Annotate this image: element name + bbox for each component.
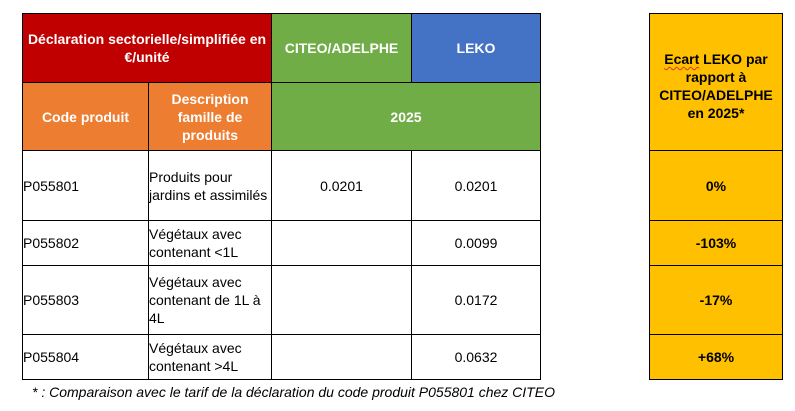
code-produit-header: Code produit [22,82,149,151]
product-description: Produits pour jardins et assimilés [148,150,272,221]
table-row: P055802 Végétaux avec contenant <1L 0.00… [22,220,541,266]
declaration-header: Déclaration sectorielle/simplifiée en €/… [22,13,272,83]
product-code: P055801 [22,150,149,221]
ecart-value: -103% [649,220,783,266]
footnote: * : Comparaison avec le tarif de la décl… [32,384,555,400]
citeo-value [271,265,412,335]
product-code: P055804 [22,334,149,380]
table-row: P055801 Produits pour jardins et assimil… [22,150,541,221]
description-header: Description famille de produits [148,82,272,151]
leko-header: LEKO [411,13,541,83]
product-code: P055803 [22,265,149,335]
leko-value: 0.0201 [411,150,541,221]
ecart-table: Ecart LEKO par rapport à CITEO/ADELPHE e… [649,13,783,380]
product-description: Végétaux avec contenant de 1L à 4L [148,265,272,335]
leko-value: 0.0099 [411,220,541,266]
table-row: P055803 Végétaux avec contenant de 1L à … [22,265,541,335]
citeo-value: 0.0201 [271,150,412,221]
product-code: P055802 [22,220,149,266]
ecart-value: -17% [649,265,783,335]
product-description: Végétaux avec contenant <1L [148,220,272,266]
leko-value: 0.0172 [411,265,541,335]
table-row: P055804 Végétaux avec contenant >4L 0.06… [22,334,541,380]
ecart-value: +68% [649,334,783,380]
ecart-value: 0% [649,150,783,221]
ecart-word: Ecart [664,51,700,67]
citeo-header: CITEO/ADELPHE [271,13,412,83]
citeo-value [271,334,412,380]
product-description: Végétaux avec contenant >4L [148,334,272,380]
ecart-header: Ecart LEKO par rapport à CITEO/ADELPHE e… [649,13,783,151]
year-header: 2025 [271,82,541,151]
leko-value: 0.0632 [411,334,541,380]
citeo-value [271,220,412,266]
ecart-header-text: LEKO par rapport à CITEO/ADELPHE en 2025… [659,51,773,121]
tariff-table: Déclaration sectorielle/simplifiée en €/… [22,13,541,380]
